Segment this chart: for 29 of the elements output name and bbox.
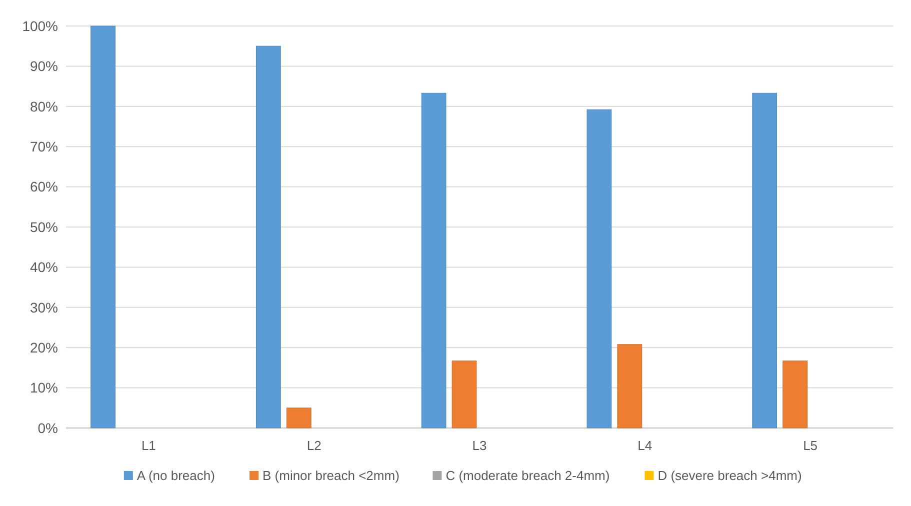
y-tick-label: 50% xyxy=(30,218,58,235)
bar xyxy=(452,360,477,428)
bar xyxy=(256,46,281,428)
bar xyxy=(752,92,778,428)
bar xyxy=(617,344,642,428)
x-tick-label: L2 xyxy=(306,438,322,453)
y-tick-label: 70% xyxy=(30,138,58,154)
y-tick-label: 60% xyxy=(30,178,58,195)
y-tick-label: 40% xyxy=(30,259,58,276)
legend-label: D (severe breach >4mm) xyxy=(658,468,802,483)
y-tick-label: 20% xyxy=(30,340,58,356)
x-tick-label: L1 xyxy=(141,438,156,453)
y-tick-label: 90% xyxy=(30,58,58,74)
y-tick-label: 0% xyxy=(38,420,58,436)
bar xyxy=(586,109,612,428)
y-tick-label: 100% xyxy=(22,18,58,34)
x-tick-label: L5 xyxy=(803,438,818,453)
bar xyxy=(286,408,312,428)
bar xyxy=(782,360,808,428)
legend-label: A (no breach) xyxy=(136,468,215,483)
legend-label: B (minor breach <2mm) xyxy=(262,468,400,483)
bar xyxy=(421,92,446,428)
y-tick-label: 30% xyxy=(30,299,58,316)
x-tick-label: L4 xyxy=(638,438,652,453)
y-tick-label: 10% xyxy=(30,380,58,396)
legend-label: C (moderate breach 2-4mm) xyxy=(446,468,610,483)
bar xyxy=(90,26,116,428)
y-tick-label: 80% xyxy=(30,98,58,114)
x-tick-label: L3 xyxy=(472,438,487,453)
